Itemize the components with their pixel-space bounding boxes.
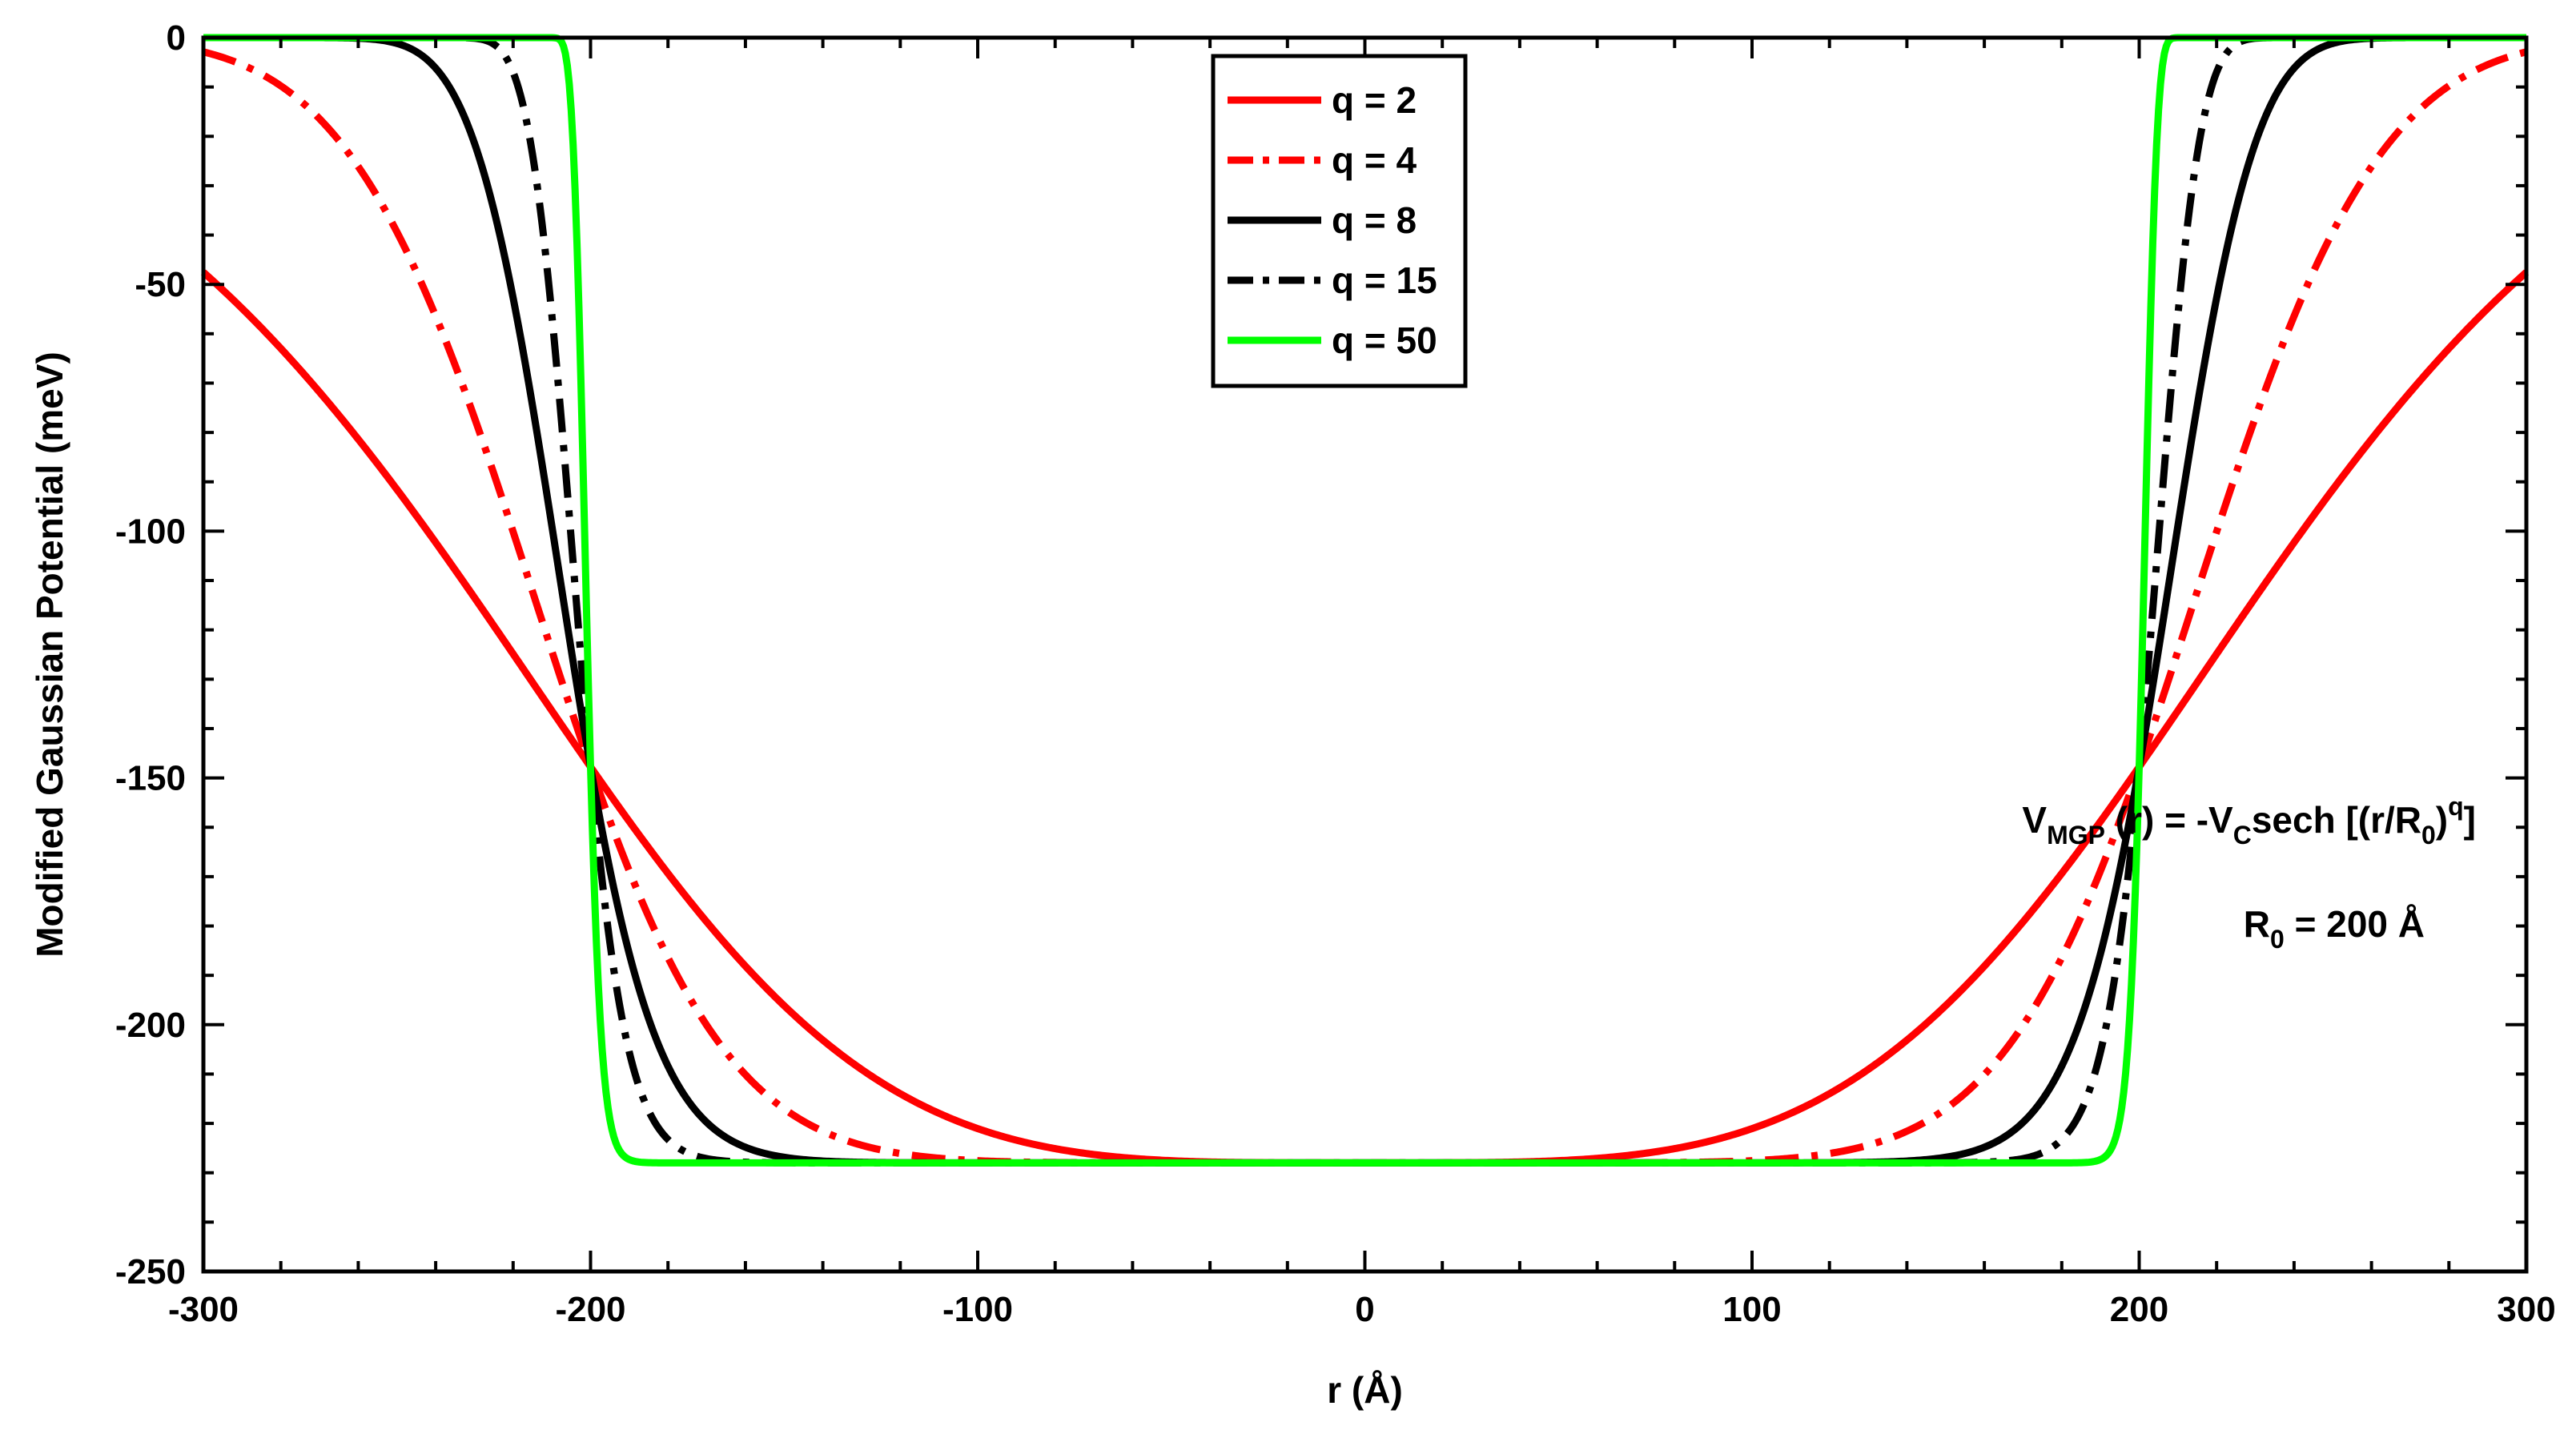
formula-sub: 0 [2421,821,2436,850]
legend-items: q = 2 q = 4 q = 8 q = 15 q = 50 [1228,79,1437,361]
ticks-layer [202,36,2528,1273]
legend-entry: q = 50 [1228,319,1437,361]
formula-part: (r) = -V [2105,799,2233,841]
series-line-q50 [201,34,2529,1167]
series-line-q2 [201,269,2529,1167]
y-tick-label: -50 [135,265,186,304]
y-tick-label: -250 [115,1252,186,1291]
formula-part: sech [(r/R [2252,799,2421,841]
formula-part: ] [2464,799,2476,841]
r0-part: R [2244,903,2270,945]
tick-labels-layer: -300 -200 -100 0 100 200 300 -250 -200 -150 -100 -5… [115,18,2556,1329]
legend-label: q = 50 [1332,319,1437,361]
r0-sub: 0 [2270,925,2285,954]
legend-entry: q = 15 [1228,259,1437,301]
x-tick-label: -300 [168,1290,239,1329]
formula-sub: MGP [2047,821,2105,850]
y-tick-label: -100 [115,512,186,551]
y-axis-label: Modified Gaussian Potential (meV) [29,351,70,958]
legend-entry: q = 4 [1228,139,1417,181]
x-tick-label: 300 [2497,1290,2555,1329]
formula-annotation: VMGP (r) = -VCsech [(r/R0)q] [2022,792,2476,850]
y-tick-label: -150 [115,759,186,798]
r0-annotation: R0 = 200 Å [2244,903,2425,954]
formula-part: V [2022,799,2047,841]
formula-sub: C [2233,821,2252,850]
legend-entry: q = 8 [1228,199,1417,241]
x-tick-label: 100 [1722,1290,1781,1329]
formula-part: ) [2436,799,2448,841]
r0-part: = 200 Å [2285,903,2425,945]
x-tick-label: 200 [2110,1290,2168,1329]
x-tick-label: -200 [555,1290,625,1329]
x-tick-label: 0 [1355,1290,1374,1329]
x-tick-label: -100 [942,1290,1013,1329]
legend-label: q = 15 [1332,259,1437,301]
legend-label: q = 8 [1332,199,1417,241]
series-layer [201,34,2529,1167]
formula-sup: q [2448,792,2464,821]
legend-entry: q = 2 [1228,79,1417,121]
legend: q = 2 q = 4 q = 8 q = 15 q = 50 [1211,54,1468,388]
y-tick-label: 0 [167,18,186,58]
x-axis-label: r (Å) [1327,1369,1403,1411]
legend-label: q = 2 [1332,79,1417,121]
legend-label: q = 4 [1332,139,1417,181]
y-tick-label: -200 [115,1006,186,1045]
